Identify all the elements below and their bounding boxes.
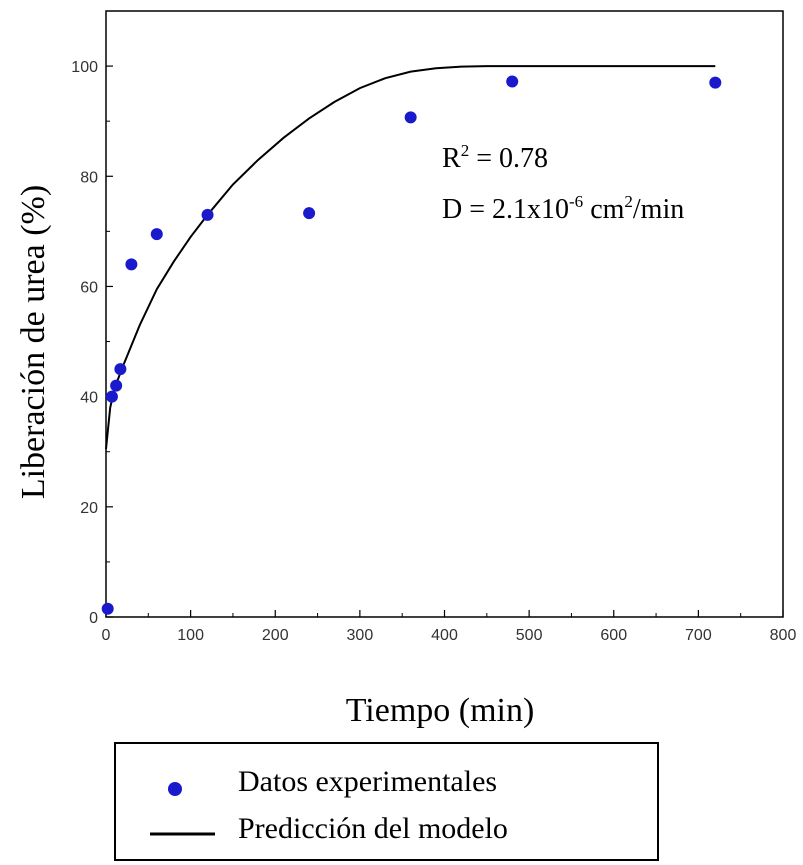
annotation-diffusion: D = 2.1x10-6 cm2/min [442, 192, 684, 225]
data-point [303, 207, 316, 220]
scatter-points [101, 75, 722, 615]
y-tick-label: 80 [80, 169, 98, 186]
x-tick-label: 300 [347, 627, 374, 644]
x-axis-label: Tiempo (min) [346, 692, 535, 729]
legend-marker-datos-experimentales [168, 782, 182, 796]
plot-frame [105, 10, 784, 618]
data-point [150, 228, 163, 241]
y-axis-label: Liberación de urea (%) [15, 185, 52, 499]
data-point [709, 76, 722, 89]
y-tick-label: 100 [71, 59, 98, 76]
ticks [105, 10, 784, 618]
annotation-r2: R2 = 0.78 [442, 141, 548, 174]
data-point [404, 111, 417, 124]
y-tick-label: 60 [80, 279, 98, 296]
x-tick-label: 500 [516, 627, 543, 644]
data-point [201, 208, 214, 221]
legend-label-datos-experimentales: Datos experimentales [238, 765, 497, 798]
legend-box [114, 742, 659, 861]
data-point [110, 379, 123, 392]
x-tick-label: 600 [600, 627, 627, 644]
y-tick-label: 0 [89, 610, 98, 627]
x-tick-label: 700 [685, 627, 712, 644]
data-point [114, 363, 127, 376]
data-point [125, 258, 138, 271]
x-tick-label: 800 [770, 627, 797, 644]
legend: Datos experimentales Predicción del mode… [114, 742, 659, 861]
data-point [101, 602, 114, 615]
data-point [105, 390, 118, 403]
y-tick-label: 20 [80, 500, 98, 517]
series-line-prediccion-del-modelo [105, 65, 716, 450]
x-tick-label: 100 [177, 627, 204, 644]
tick-labels: 0 100 200 300 400 500 600 700 800 0 20 40 60 80 100 [71, 59, 796, 644]
x-tick-label: 200 [262, 627, 289, 644]
legend-label-prediccion-del-modelo: Predicción del modelo [238, 812, 508, 845]
x-tick-label: 400 [431, 627, 458, 644]
data-point [506, 75, 519, 88]
x-tick-label: 0 [102, 627, 111, 644]
y-tick-label: 40 [80, 390, 98, 407]
axes [105, 10, 784, 618]
